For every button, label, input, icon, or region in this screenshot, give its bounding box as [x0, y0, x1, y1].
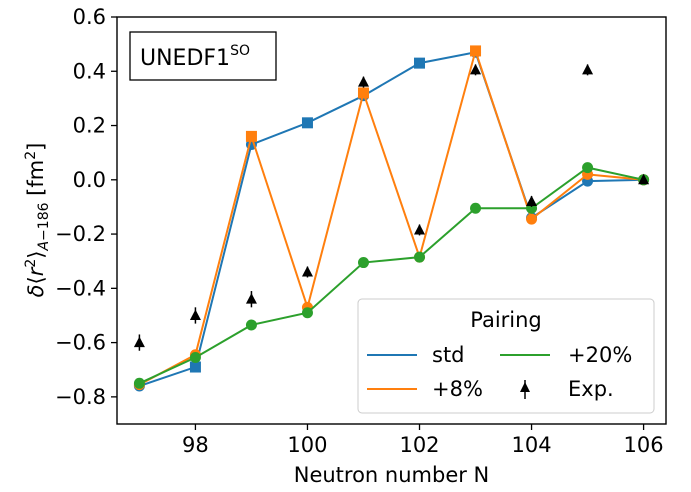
data-point	[301, 117, 313, 129]
svg-text:δ⟨r2⟩A−186 [fm2]: δ⟨r2⟩A−186 [fm2]	[23, 143, 52, 298]
data-point	[301, 307, 313, 319]
svg-text:std: std	[432, 343, 465, 367]
model-label-superscript: SO	[230, 43, 250, 59]
y-tick-label: 0.6	[73, 5, 106, 29]
data-point	[414, 57, 426, 69]
legend-item-exp: Exp.	[520, 377, 614, 401]
x-tick-label: 102	[399, 433, 439, 457]
y-tick-label: −0.8	[55, 385, 106, 409]
data-point	[133, 377, 145, 389]
series-line	[138, 166, 644, 385]
data-point	[470, 202, 482, 214]
legend-title: Pairing	[470, 308, 542, 332]
y-axis-title: δ⟨r2⟩A−186 [fm2]	[23, 143, 52, 298]
data-point	[526, 213, 538, 225]
svg-text:UNEDF1SO: UNEDF1SO	[140, 43, 250, 71]
x-tick-label: 98	[182, 433, 209, 457]
y-tick-label: 0.0	[73, 168, 106, 192]
series-exp	[133, 63, 650, 351]
y-tick-label: −0.4	[55, 276, 106, 300]
x-tick-label: 100	[287, 433, 327, 457]
data-point	[133, 336, 145, 348]
y-tick-label: −0.6	[55, 331, 106, 355]
legend-item-plus8: +8%	[367, 377, 483, 401]
svg-text:+8%: +8%	[432, 377, 483, 401]
data-point	[638, 173, 650, 185]
data-point	[582, 162, 594, 174]
data-point	[414, 251, 426, 263]
svg-text:Exp.: Exp.	[568, 377, 614, 401]
data-point	[582, 63, 594, 75]
data-point	[301, 266, 313, 277]
legend-item-plus20: +20%	[500, 343, 632, 367]
data-point	[357, 257, 369, 269]
data-point	[357, 87, 369, 99]
legend-exp-marker	[520, 382, 530, 392]
series-line	[138, 47, 644, 386]
plot-frame	[116, 16, 667, 425]
data-point	[526, 195, 538, 207]
data-point	[189, 361, 201, 373]
x-tick-label: 104	[512, 433, 552, 457]
data-point	[245, 293, 257, 304]
data-point	[470, 63, 482, 75]
legend: Pairing std +20% +8% Exp.	[357, 298, 655, 414]
y-axis: −0.8 −0.6 −0.4 −0.2 0.0 0.2 0.4 0.6	[55, 5, 117, 409]
y-tick-label: 0.2	[73, 114, 106, 138]
x-tick-label: 106	[624, 433, 664, 457]
data-point	[189, 352, 201, 364]
x-axis: 98 100 102 104 106	[182, 424, 664, 457]
series-line	[139, 51, 644, 387]
data-point	[414, 223, 426, 235]
y-tick-label: 0.4	[73, 59, 106, 83]
model-label: UNEDF1	[140, 46, 230, 71]
plot-layer	[133, 45, 650, 392]
legend-item-std: std	[367, 343, 465, 367]
data-point	[357, 76, 369, 87]
model-label-box: UNEDF1SO	[129, 31, 277, 81]
x-axis-title: Neutron number N	[294, 463, 490, 487]
data-point	[245, 130, 257, 142]
y-tick-label: −0.2	[55, 222, 106, 246]
data-point	[189, 309, 201, 320]
svg-text:+20%: +20%	[568, 343, 632, 367]
data-point	[245, 319, 257, 331]
data-point	[470, 45, 482, 57]
